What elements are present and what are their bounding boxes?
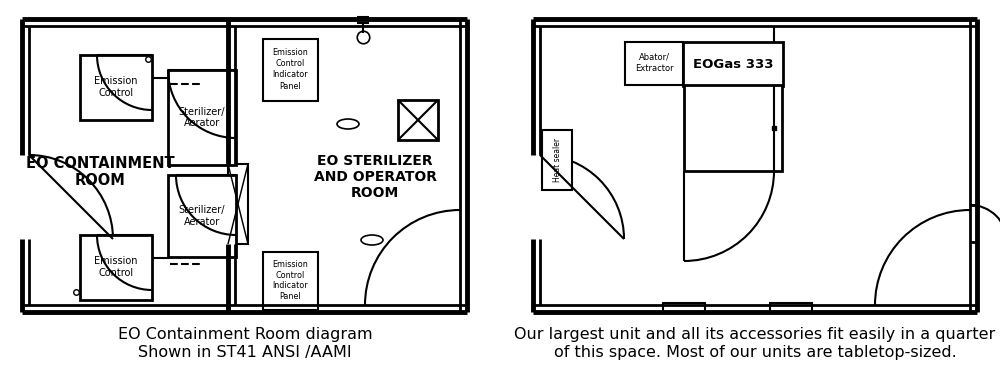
Bar [228,164,248,244]
Bar [168,175,236,257]
Text: Abator/: Abator/ [639,52,670,61]
Ellipse shape [361,235,383,245]
Text: Our largest unit and all its accessories fit easily in a quarter: Our largest unit and all its accessories… [514,327,996,342]
Text: Panel: Panel [280,82,301,91]
Text: Emission: Emission [94,77,138,87]
Bar [663,303,705,312]
Text: Panel: Panel [280,291,301,301]
Text: Emission: Emission [94,257,138,267]
Bar [625,42,683,85]
Text: Sterilizer/: Sterilizer/ [179,106,225,116]
Bar [263,39,318,101]
Text: Aerator: Aerator [184,118,220,128]
Bar [770,303,812,312]
Text: Control: Control [98,89,134,99]
Text: EOGas 333: EOGas 333 [693,58,773,70]
Bar [684,85,782,171]
Text: Control: Control [276,271,305,280]
Bar [398,100,438,140]
Text: Indicator: Indicator [273,70,308,79]
Bar [80,55,152,120]
Text: of this space. Most of our units are tabletop-sized.: of this space. Most of our units are tab… [554,344,956,360]
Text: Emission: Emission [273,260,308,269]
Bar [263,252,318,310]
Text: Extractor: Extractor [635,64,673,73]
Text: EO Containment Room diagram: EO Containment Room diagram [118,327,372,342]
Text: Control: Control [98,269,134,279]
Bar [542,130,572,190]
Text: Heat sealer: Heat sealer [552,138,562,182]
Text: Shown in ST41 ANSI /AAMI: Shown in ST41 ANSI /AAMI [138,344,352,360]
Bar [80,235,152,300]
Bar [683,42,783,86]
Ellipse shape [337,119,359,129]
Bar [168,70,236,165]
Text: Emission: Emission [273,48,308,57]
Text: EO CONTAINMENT
ROOM: EO CONTAINMENT ROOM [26,156,174,188]
Text: Aerator: Aerator [184,217,220,227]
Text: Control: Control [276,59,305,68]
Text: EO STERILIZER
AND OPERATOR
ROOM: EO STERILIZER AND OPERATOR ROOM [314,154,436,200]
Text: Sterilizer/: Sterilizer/ [179,205,225,215]
Text: Indicator: Indicator [273,281,308,290]
